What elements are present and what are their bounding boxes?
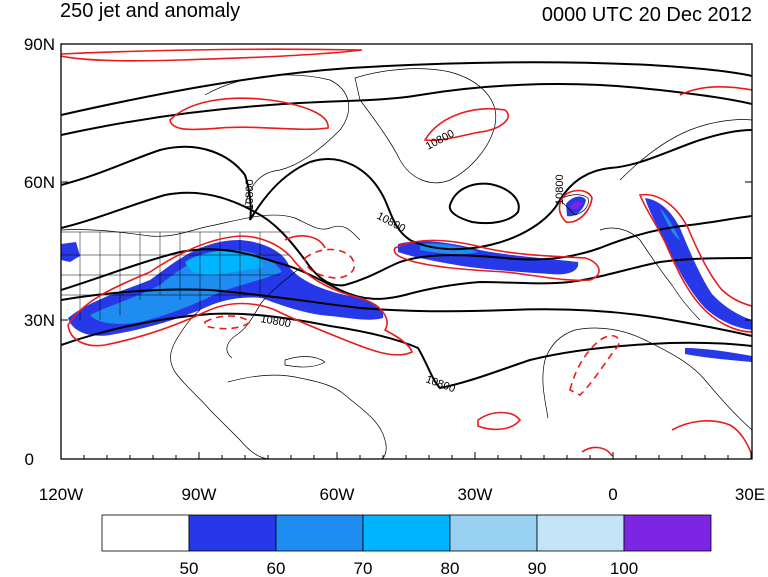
colorbar-label-80: 80 <box>441 559 460 577</box>
lat-label-60n: 60N <box>24 173 55 192</box>
height-contour <box>61 129 752 251</box>
anomaly-contour <box>67 235 413 356</box>
colorbar <box>101 514 712 552</box>
lon-label-30w: 30W <box>458 485 493 504</box>
jet-europe-inner <box>660 208 680 240</box>
anomaly-contour <box>423 108 509 142</box>
anomaly-contour <box>671 420 752 456</box>
contour-label: 10800 <box>424 128 457 153</box>
colorbar-swatch <box>188 514 277 552</box>
anomaly-contour <box>581 446 613 457</box>
colorbar-label-100: 100 <box>610 559 638 577</box>
jet-shading <box>61 196 752 362</box>
map-title: 250 jet and anomaly <box>60 0 241 22</box>
lon-label-90w: 90W <box>182 485 217 504</box>
lat-label-30n: 30N <box>24 311 55 330</box>
anomaly-contour <box>169 97 329 131</box>
anomaly-contour-dashed <box>569 334 620 396</box>
jet-africa <box>685 348 752 362</box>
lon-label-0: 0 <box>608 485 617 504</box>
jet-inner-70 <box>185 250 263 276</box>
height-contours <box>61 61 752 390</box>
anomaly-contour <box>393 239 600 282</box>
contour-label: 10800 <box>244 179 256 210</box>
anomaly-contour <box>558 189 593 223</box>
lon-label-120w: 120W <box>39 485 83 504</box>
contour-label: 10800 <box>259 313 291 330</box>
height-contour <box>61 191 752 287</box>
anomaly-contour <box>679 85 752 96</box>
colorbar-swatch <box>623 514 712 552</box>
jet-iceland-core <box>570 201 582 210</box>
axis-ticks <box>60 43 752 460</box>
longitude-labels: 120W 90W 60W 30W 0 30E <box>39 485 765 504</box>
colorbar-labels: 50 60 70 80 90 100 <box>180 559 639 577</box>
map-datetime: 0000 UTC 20 Dec 2012 <box>541 4 752 26</box>
contour-label: 10800 <box>554 174 566 205</box>
contour-label: 10800 <box>424 374 457 396</box>
height-contour <box>448 182 520 225</box>
anomaly-contours <box>61 48 752 457</box>
anomaly-contour <box>61 48 363 62</box>
colorbar-label-50: 50 <box>180 559 199 577</box>
colorbar-swatch <box>362 514 451 552</box>
jet-pacific-edge <box>61 242 80 262</box>
anomaly-contour <box>477 411 522 431</box>
height-contour <box>61 288 752 337</box>
anomaly-contour <box>284 235 326 249</box>
colorbar-swatch <box>101 514 190 552</box>
anomaly-contour-dashed <box>204 315 252 330</box>
colorbar-label-90: 90 <box>528 559 547 577</box>
latitude-labels: 90N 60N 30N 0 <box>24 35 55 469</box>
height-contour <box>61 312 752 390</box>
lon-label-30e: 30E <box>735 485 765 504</box>
anomaly-contour <box>638 193 752 333</box>
colorbar-swatch <box>275 514 364 552</box>
height-contour <box>61 83 752 136</box>
colorbar-swatch <box>449 514 538 552</box>
colorbar-label-70: 70 <box>354 559 373 577</box>
lat-label-90n: 90N <box>24 35 55 54</box>
height-contour <box>61 61 752 116</box>
anomaly-contour-dashed <box>304 248 356 279</box>
colorbar-label-60: 60 <box>267 559 286 577</box>
colorbar-swatch <box>536 514 625 552</box>
lon-label-60w: 60W <box>320 485 355 504</box>
map-area <box>61 48 752 459</box>
lat-label-0: 0 <box>25 450 34 469</box>
